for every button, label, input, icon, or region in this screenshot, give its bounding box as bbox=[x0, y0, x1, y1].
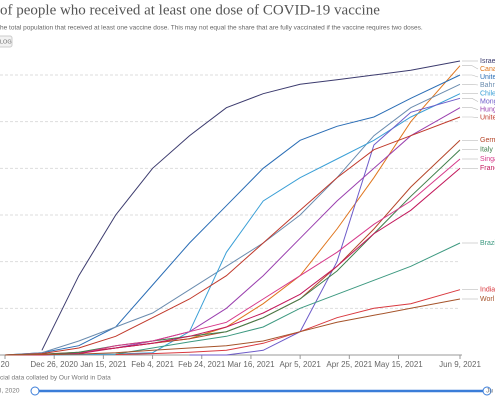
legend-leader bbox=[462, 98, 479, 102]
series-line bbox=[4, 298, 461, 356]
legend-label: India bbox=[480, 287, 495, 294]
legend-label: Franc bbox=[480, 165, 495, 172]
legend-leader bbox=[462, 107, 479, 110]
series-line bbox=[4, 83, 461, 356]
chart-title: of people who received at least one dose… bbox=[0, 2, 380, 18]
series-line bbox=[115, 289, 461, 355]
legend-label: Israel bbox=[480, 58, 495, 65]
legend-leader bbox=[462, 84, 479, 86]
series-line bbox=[4, 74, 461, 356]
x-tick-label: Feb 4, 2021 bbox=[131, 360, 174, 369]
legend-label: Unite bbox=[480, 115, 495, 122]
x-tick-label: May 15, 2021 bbox=[374, 360, 423, 369]
legend-label: Canad bbox=[480, 66, 495, 73]
series-line bbox=[78, 158, 461, 355]
source: cial data collated by Our World in Data bbox=[0, 375, 111, 382]
legend-label: Mong bbox=[480, 99, 495, 106]
slider-handle[interactable] bbox=[30, 386, 40, 396]
x-tick-label: Jan 15, 2021 bbox=[80, 360, 127, 369]
legend-label: Unite bbox=[480, 74, 495, 81]
x-tick-label: Dec 26, 2020 bbox=[30, 360, 78, 369]
log-button-label[interactable]: LOG bbox=[0, 39, 12, 45]
legend-label: Singa bbox=[480, 156, 495, 163]
slider-handle[interactable] bbox=[482, 386, 492, 396]
legend-label: Germ bbox=[480, 137, 495, 144]
legend-label: Hung bbox=[480, 107, 495, 114]
slider-end: Ju bbox=[486, 388, 493, 395]
x-tick-label: Feb 24, 2021 bbox=[178, 360, 226, 369]
legend-leader bbox=[462, 116, 479, 118]
log-button[interactable] bbox=[0, 35, 13, 48]
x-tick-label: Apr 25, 2021 bbox=[326, 360, 372, 369]
x-tick-label: 20 bbox=[1, 360, 10, 369]
series-line bbox=[41, 93, 461, 356]
series-line bbox=[4, 116, 461, 356]
chart-subtitle: he total population that received at lea… bbox=[0, 25, 423, 32]
x-tick-label: Jun 9, 2021 bbox=[439, 360, 481, 369]
legend-leader bbox=[462, 74, 479, 78]
series-line bbox=[115, 242, 461, 355]
legend-label: Chile bbox=[480, 91, 495, 98]
x-tick-label: Mar 16, 2021 bbox=[227, 360, 275, 369]
legend-label: Bahra bbox=[480, 82, 495, 89]
series-line bbox=[189, 97, 461, 356]
series-line bbox=[41, 60, 461, 351]
legend-label: Italy bbox=[480, 147, 493, 154]
legend-leader bbox=[462, 65, 479, 70]
legend-label: Worl bbox=[480, 296, 495, 303]
slider-start: l, 2020 bbox=[0, 388, 20, 395]
legend-label: Brazi bbox=[480, 240, 495, 247]
x-tick-label: Apr 5, 2021 bbox=[279, 360, 321, 369]
